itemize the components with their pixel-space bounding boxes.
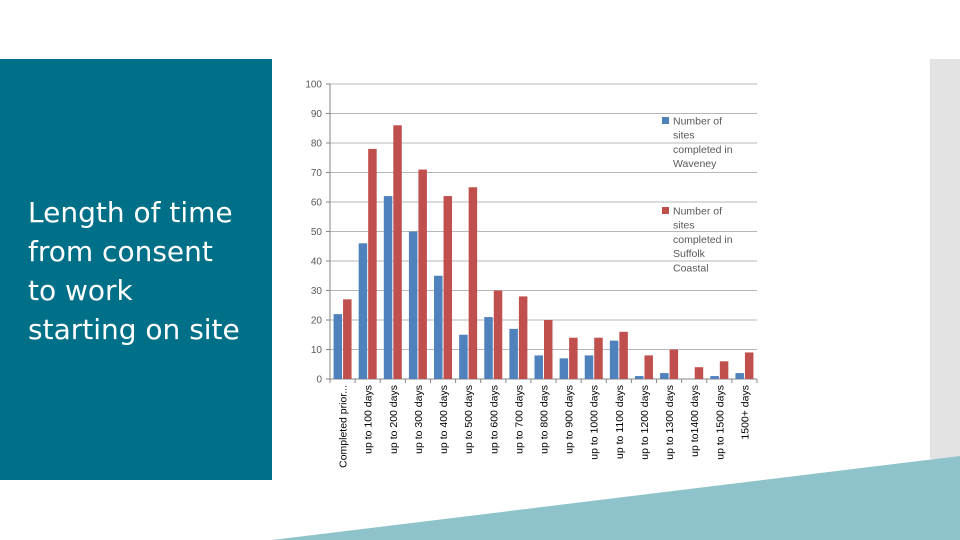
- y-tick-label: 20: [311, 316, 323, 327]
- legend-swatch: [662, 117, 669, 124]
- bar: [484, 317, 493, 379]
- bar: [368, 148, 377, 379]
- bar: [408, 231, 418, 379]
- y-tick-label: 90: [311, 109, 323, 120]
- x-tick-label: up to 200 days: [388, 385, 400, 454]
- legend-label: Waveney: [673, 158, 717, 170]
- x-tick-label: up to 500 days: [463, 385, 475, 454]
- bar: [343, 299, 352, 379]
- bar: [594, 337, 603, 379]
- bar: [333, 314, 343, 379]
- legend-label: Number of: [673, 116, 722, 128]
- legend-label: completed in: [673, 234, 733, 246]
- bar: [694, 367, 704, 379]
- y-tick-label: 100: [305, 80, 322, 91]
- bar: [434, 275, 443, 379]
- bar: [493, 290, 503, 379]
- x-tick-label: up to 1300 days: [664, 385, 676, 460]
- legend-label: Suffolk: [673, 248, 706, 260]
- slide-title-line: to work: [28, 274, 133, 307]
- bar: [660, 373, 669, 379]
- bar: [719, 361, 729, 379]
- bar: [744, 352, 754, 379]
- bar: [468, 187, 478, 379]
- x-tick-label: up to 1100 days: [614, 385, 626, 459]
- slide-title-line: starting on site: [28, 313, 240, 346]
- slide-title-line: Length of time: [28, 196, 233, 229]
- y-tick-label: 0: [316, 375, 322, 386]
- bar: [644, 355, 653, 379]
- bar: [559, 358, 569, 379]
- y-tick-label: 70: [311, 168, 323, 179]
- bar: [459, 334, 468, 379]
- legend-label: Number of: [673, 206, 722, 218]
- y-tick-label: 50: [311, 227, 323, 238]
- legend-label: sites: [673, 130, 695, 142]
- bar: [418, 169, 427, 379]
- bar: [358, 243, 368, 379]
- legend-label: completed in: [673, 144, 733, 156]
- x-tick-label: up to 900 days: [564, 385, 576, 454]
- x-tick-label: up to1400 days: [689, 385, 701, 457]
- x-tick-label: 1500+ days: [739, 385, 751, 440]
- y-tick-label: 10: [311, 345, 323, 356]
- bar: [735, 373, 744, 379]
- side-strip: [930, 59, 960, 459]
- bar: [443, 196, 453, 379]
- x-tick-label: up to 1500 days: [714, 385, 726, 460]
- bar: [584, 355, 594, 379]
- bar: [534, 355, 543, 379]
- x-tick-label: up to 400 days: [438, 385, 450, 454]
- bar: [710, 376, 719, 379]
- slide-title: Length of time from consent to work star…: [28, 193, 258, 349]
- legend-swatch: [662, 207, 669, 214]
- bar: [669, 349, 679, 379]
- bar: [569, 337, 578, 379]
- y-tick-label: 30: [311, 286, 323, 297]
- x-tick-label: up to 600 days: [488, 385, 500, 454]
- title-panel: [0, 59, 272, 480]
- x-tick-label: up to 100 days: [363, 385, 375, 454]
- x-tick-label: up to 1000 days: [589, 385, 601, 460]
- y-tick-label: 40: [311, 257, 323, 268]
- x-tick-label: up to 800 days: [539, 385, 551, 454]
- bar: [544, 320, 553, 379]
- legend-label: Coastal: [673, 262, 709, 274]
- bar: [393, 125, 402, 379]
- x-tick-label: up to 1200 days: [639, 385, 651, 460]
- bar: [383, 196, 393, 379]
- legend-label: sites: [673, 220, 695, 232]
- slide-title-line: from consent: [28, 235, 213, 268]
- x-tick-label: Completed prior...: [338, 385, 350, 468]
- bar: [619, 331, 628, 379]
- y-tick-label: 60: [311, 198, 323, 209]
- bar: [509, 328, 518, 379]
- x-tick-label: up to 300 days: [413, 385, 425, 454]
- bar: [609, 340, 619, 379]
- bar: [634, 376, 644, 379]
- bar: [518, 296, 528, 379]
- y-tick-label: 80: [311, 139, 323, 150]
- x-tick-label: up to 700 days: [513, 385, 525, 454]
